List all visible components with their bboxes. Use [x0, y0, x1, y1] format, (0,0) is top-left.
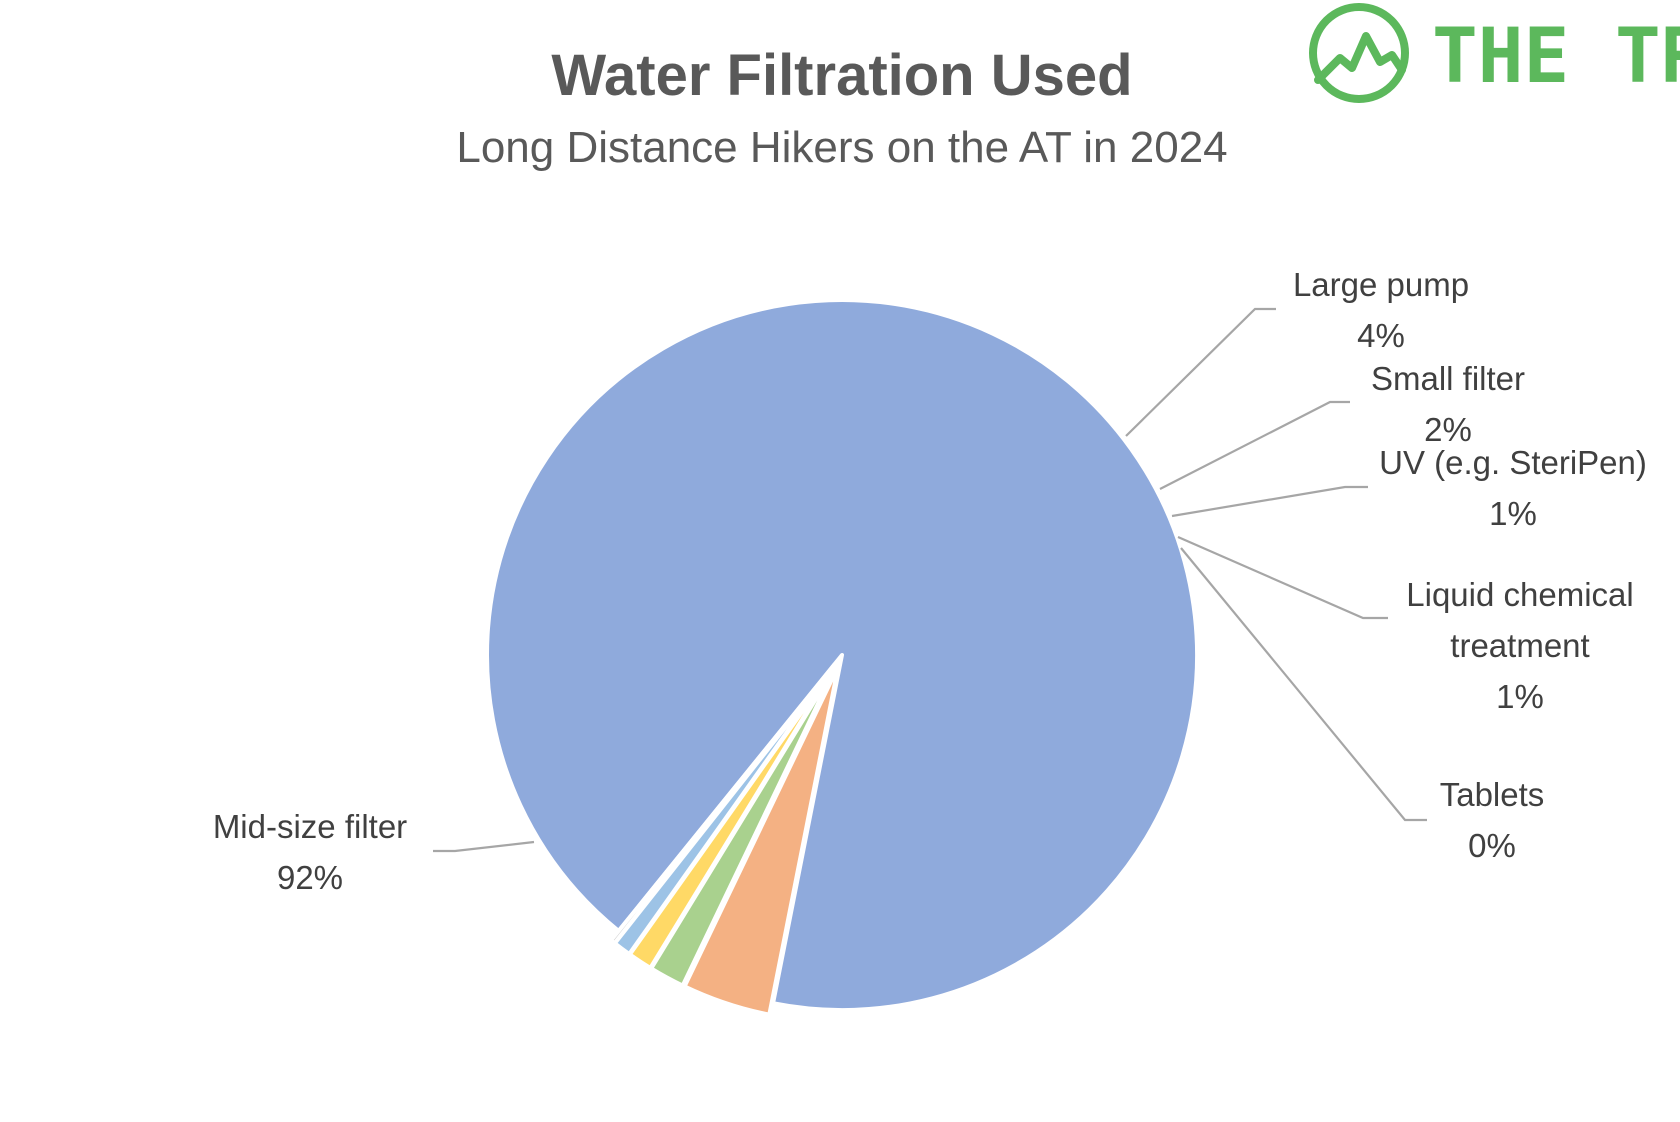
- brand-logo: THE TREK: [1309, 3, 1680, 103]
- slice-category-label: Small filter: [1371, 360, 1525, 397]
- pie-slice-mid-size-filter: [485, 297, 1199, 1012]
- chart-subtitle: Long Distance Hikers on the AT in 2024: [456, 123, 1227, 172]
- leader-line: [1177, 535, 1388, 620]
- slice-category-label: Mid-size filter: [213, 808, 407, 845]
- chart-title: Water Filtration Used: [551, 43, 1132, 108]
- slice-category-label: treatment: [1450, 627, 1589, 664]
- slice-category-label: UV (e.g. SteriPen): [1379, 444, 1647, 481]
- slice-value-label: 0%: [1468, 827, 1516, 864]
- slice-value-label: 1%: [1489, 495, 1537, 532]
- leader-line: [433, 840, 535, 853]
- slice-category-label: Liquid chemical: [1406, 576, 1633, 613]
- slice-labels: Mid-size filter 92% Large pump 4% Small filt…: [213, 266, 1647, 896]
- pie-slice-tablets: [609, 662, 837, 946]
- slice-category-label: Large pump: [1293, 266, 1469, 303]
- slice-category-label: Tablets: [1440, 776, 1545, 813]
- slice-value-label: 2%: [1424, 411, 1472, 448]
- pie-slice-large-pump: [682, 664, 841, 1017]
- leader-lines: [433, 307, 1427, 853]
- brand-name: THE TREK: [1432, 11, 1680, 100]
- leader-line: [1125, 307, 1276, 437]
- pie-slices: [485, 297, 1199, 1017]
- leader-line: [1180, 547, 1427, 822]
- slice-value-label: 4%: [1357, 317, 1405, 354]
- slice-value-label: 1%: [1496, 678, 1544, 715]
- leader-line: [1171, 485, 1368, 518]
- leader-line: [1159, 400, 1350, 490]
- mountain-logo-icon: [1309, 3, 1409, 103]
- slice-value-label: 92%: [277, 859, 343, 896]
